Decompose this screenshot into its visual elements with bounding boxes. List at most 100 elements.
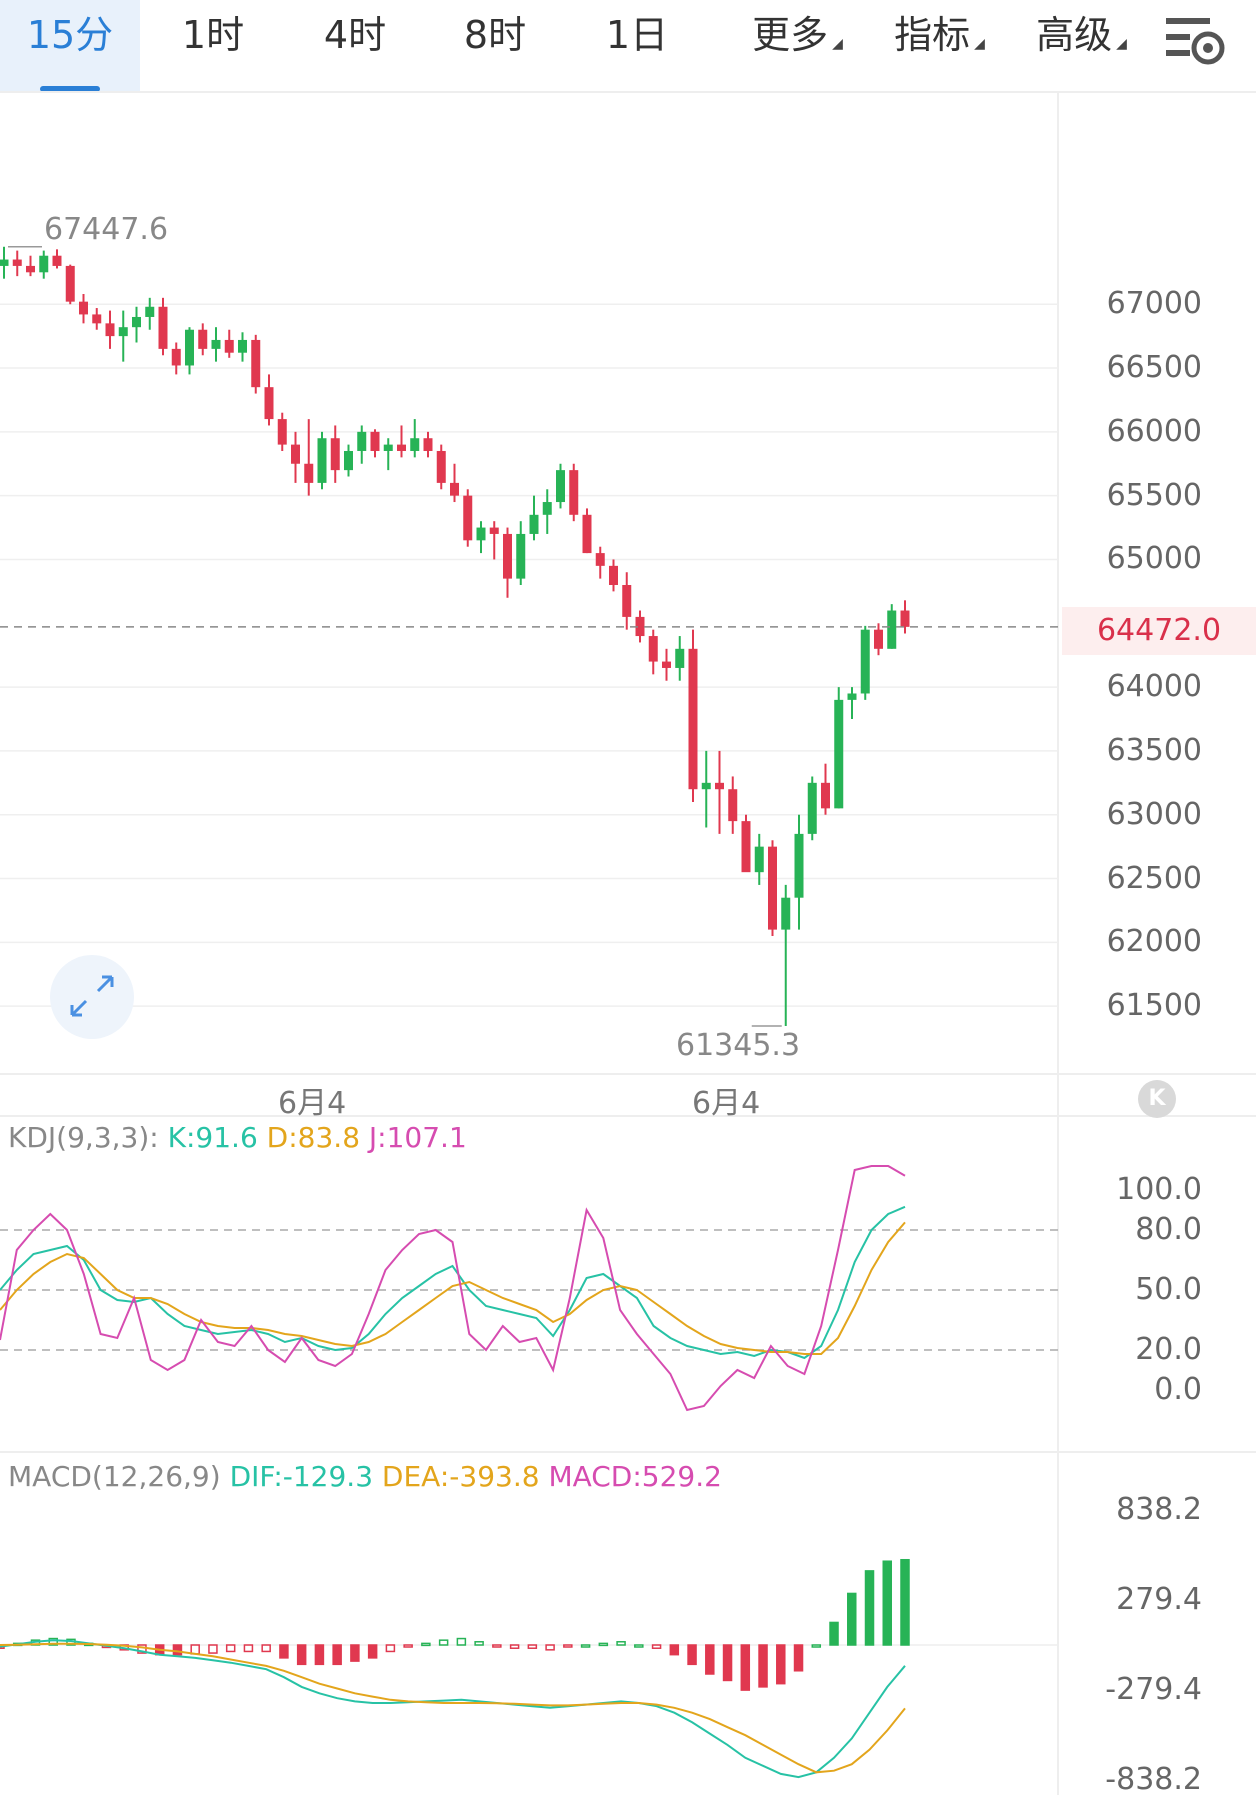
kdj-axis-label: 20.0 xyxy=(1135,1332,1202,1367)
tab-more[interactable]: 更多 ◢ xyxy=(730,0,865,92)
candle-body xyxy=(754,846,764,873)
candle-body xyxy=(781,897,791,930)
candle-body xyxy=(595,553,605,566)
macd-histogram-bar xyxy=(793,1644,804,1672)
macd-histogram-bar xyxy=(48,1637,58,1646)
last-price-tag: 64472.0 xyxy=(1062,607,1256,655)
timeframe-tab-bar: 15分 1时 4时 8时 1日 更多 ◢ 指标 ◢ 高级 ◢ xyxy=(0,0,1256,92)
candle-body xyxy=(383,444,393,451)
candle-body xyxy=(79,301,88,315)
expand-icon xyxy=(70,975,114,1017)
candle-body xyxy=(277,419,287,445)
tab-4h[interactable]: 4时 xyxy=(290,0,420,92)
tab-label: 15分 xyxy=(26,13,114,57)
price-axis-label: 66000 xyxy=(1106,413,1202,449)
macd-histogram-bar xyxy=(545,1644,555,1651)
price-axis-label: 62500 xyxy=(1106,860,1202,896)
candle-body xyxy=(728,789,738,822)
candle-body xyxy=(92,314,102,324)
price-axis-label: 65500 xyxy=(1106,477,1202,513)
kdj-title: KDJ(9,3,3): xyxy=(8,1121,159,1154)
macd-histogram-bar xyxy=(492,1644,502,1648)
candle-body xyxy=(715,782,724,790)
candle-body xyxy=(609,565,618,585)
macd-legend: MACD(12,26,9) DIF:-129.3 DEA:-393.8 MACD… xyxy=(8,1460,722,1493)
candle-body xyxy=(741,821,751,873)
candle-body xyxy=(807,782,817,834)
candle-body xyxy=(410,438,420,451)
kdj-legend: KDJ(9,3,3): K:91.6 D:83.8 J:107.1 xyxy=(8,1121,467,1154)
macd-axis-label: 838.2 xyxy=(1116,1491,1202,1527)
kdj-axis-label: 0.0 xyxy=(1154,1372,1202,1407)
kdj-axis-label: 50.0 xyxy=(1135,1272,1202,1307)
candle-body xyxy=(330,438,340,471)
kdj-j-value: J:107.1 xyxy=(368,1121,467,1154)
macd-axis-label: -838.2 xyxy=(1105,1762,1202,1797)
kdj-axis-label: 100.0 xyxy=(1116,1172,1202,1207)
price-axis-label: 66500 xyxy=(1106,350,1202,386)
candle-body xyxy=(821,782,830,809)
candle-body xyxy=(291,444,300,464)
macd-histogram-bar xyxy=(811,1644,822,1648)
candle-body xyxy=(39,255,49,273)
candle-body xyxy=(132,316,141,328)
candle-body xyxy=(198,329,208,349)
macd-histogram-bar xyxy=(900,1558,910,1646)
macd-line xyxy=(0,1642,906,1774)
low-price-label: 61345.3 xyxy=(676,1028,800,1063)
macd-histogram-bar xyxy=(172,1644,183,1656)
candle-body xyxy=(171,348,181,366)
candle-body xyxy=(476,527,486,541)
candle-body xyxy=(52,255,62,266)
macd-histogram-bar xyxy=(527,1644,538,1649)
macd-histogram-bar xyxy=(208,1644,218,1654)
collapse-button[interactable]: K xyxy=(1138,1080,1176,1118)
macd-histogram-bar xyxy=(634,1644,644,1648)
macd-axis-label: 279.4 xyxy=(1116,1581,1202,1617)
expand-button[interactable] xyxy=(50,955,134,1039)
macd-histogram-bar xyxy=(740,1644,751,1691)
candle-body xyxy=(635,616,645,637)
candle-body xyxy=(224,339,234,353)
macd-histogram-bar xyxy=(829,1621,839,1646)
tab-1d[interactable]: 1日 xyxy=(572,0,702,92)
tab-label: 高级 xyxy=(1036,13,1113,57)
candle-body xyxy=(648,636,658,662)
settings-icon[interactable] xyxy=(1160,10,1230,70)
tab-8h[interactable]: 8时 xyxy=(430,0,560,92)
candle-body xyxy=(145,306,155,317)
tab-label: 4时 xyxy=(323,13,387,57)
kdj-d-value: D:83.8 xyxy=(266,1121,361,1154)
tab-15min[interactable]: 15分 xyxy=(0,0,140,92)
macd-histogram-bar xyxy=(776,1644,786,1685)
candle-body xyxy=(436,450,446,483)
macd-histogram-bar xyxy=(758,1644,768,1688)
kdj-line xyxy=(0,1221,906,1355)
macd-histogram-bar xyxy=(438,1639,449,1646)
candle-body xyxy=(860,629,870,694)
candle-body xyxy=(26,265,35,273)
candle-body xyxy=(65,265,75,302)
macd-histogram-bar xyxy=(225,1644,236,1653)
macd-histogram-bar xyxy=(651,1644,662,1649)
macd-histogram-bar xyxy=(580,1644,591,1648)
candle-body xyxy=(900,610,910,627)
macd-histogram-value: MACD:529.2 xyxy=(548,1460,722,1493)
macd-histogram-bar xyxy=(385,1644,396,1653)
candle-body xyxy=(211,339,221,349)
macd-histogram-bar xyxy=(243,1644,254,1653)
tab-indicators[interactable]: 指标 ◢ xyxy=(872,0,1007,92)
price-axis-label: 63500 xyxy=(1106,732,1202,768)
candle-body xyxy=(463,495,473,541)
candle-body xyxy=(238,339,247,353)
tab-1h[interactable]: 1时 xyxy=(148,0,278,92)
x-tick-label: 6月4 xyxy=(278,1086,347,1121)
candle-body xyxy=(662,661,671,668)
candle-body xyxy=(834,699,844,809)
low-price-value: 61345.3 xyxy=(676,1028,801,1063)
tab-advanced[interactable]: 高级 ◢ xyxy=(1014,0,1149,92)
candle-body xyxy=(370,431,380,451)
candle-body xyxy=(251,339,261,388)
candle-body xyxy=(423,438,433,451)
